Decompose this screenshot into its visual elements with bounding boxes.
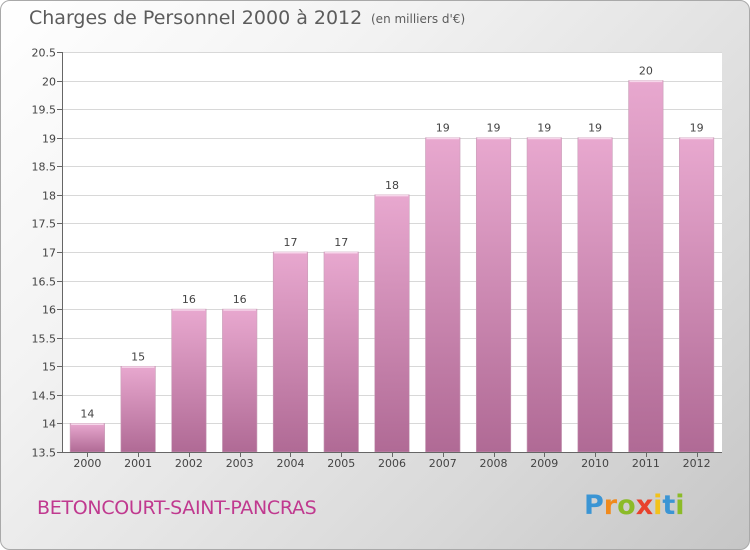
x-tick-label: 2005 <box>327 457 355 470</box>
x-tick-label: 2000 <box>73 457 101 470</box>
chart-title: Charges de Personnel 2000 à 2012 <box>29 7 363 29</box>
logo-letter: o <box>617 490 636 521</box>
x-tick-label: 2003 <box>226 457 254 470</box>
bar <box>120 365 156 453</box>
y-tick-label: 19 <box>42 133 56 146</box>
x-tick-label: 2011 <box>632 457 660 470</box>
bar-value-label: 17 <box>283 236 297 249</box>
bar <box>171 308 207 453</box>
bar-value-label: 19 <box>690 122 704 135</box>
logo-letter: i <box>675 490 685 521</box>
bar-value-label: 19 <box>588 122 602 135</box>
chart-subtitle: (en milliers d'€) <box>371 12 466 26</box>
x-tick-label: 2010 <box>581 457 609 470</box>
x-tick-label: 2001 <box>124 457 152 470</box>
x-tick-label: 2004 <box>276 457 304 470</box>
bar-value-label: 19 <box>436 122 450 135</box>
y-tick-label: 20 <box>42 76 56 89</box>
y-tick-label: 16 <box>42 304 56 317</box>
bar <box>425 137 461 453</box>
bar <box>69 423 105 453</box>
bars <box>69 80 715 453</box>
y-tick-label: 20.5 <box>32 47 57 60</box>
y-tick-label: 17 <box>42 247 56 260</box>
x-tick-label: 2008 <box>480 457 508 470</box>
bar-value-label: 18 <box>385 179 399 192</box>
bar-value-label: 19 <box>537 122 551 135</box>
tick-labels: 13.5 14 14.5 15 15.5 16 16.5 17 17.5 18 18.5 19 19.5… <box>32 47 711 471</box>
bar-value-label: 20 <box>639 65 653 78</box>
x-tick-label: 2009 <box>530 457 558 470</box>
bar <box>577 137 613 453</box>
y-tick-label: 14 <box>42 418 56 431</box>
logo-letter: t <box>662 490 676 521</box>
proxiti-logo: Proxiti <box>584 490 685 521</box>
bar <box>222 308 258 453</box>
y-tick-label: 13.5 <box>32 447 57 460</box>
bar <box>374 194 410 453</box>
y-tick-label: 18 <box>42 190 56 203</box>
axes <box>57 52 722 457</box>
logo-letter: P <box>584 490 604 521</box>
bar-value-label: 14 <box>80 407 94 420</box>
logo-letter: x <box>635 490 654 521</box>
bar <box>323 251 359 453</box>
commune-name: BETONCOURT-SAINT-PANCRAS <box>37 497 317 519</box>
bar <box>526 137 562 453</box>
y-tick-label: 15.5 <box>32 333 57 346</box>
x-tick-label: 2012 <box>683 457 711 470</box>
bar-value-label: 17 <box>334 236 348 249</box>
bar <box>628 80 664 453</box>
bar-value-label: 16 <box>182 293 196 306</box>
y-tick-label: 14.5 <box>32 390 57 403</box>
bar-value-label: 16 <box>233 293 247 306</box>
bar <box>272 251 309 453</box>
bar <box>475 137 512 453</box>
x-tick-label: 2007 <box>429 457 457 470</box>
logo-letter: i <box>653 490 663 521</box>
bar <box>679 137 715 453</box>
x-tick-label: 2006 <box>378 457 406 470</box>
y-tick-label: 17.5 <box>32 218 57 231</box>
x-tick-label: 2002 <box>175 457 203 470</box>
bar-value-label: 19 <box>487 122 501 135</box>
bar-value-label: 15 <box>131 350 145 363</box>
y-tick-label: 16.5 <box>32 276 57 289</box>
y-tick-label: 19.5 <box>32 104 57 117</box>
y-tick-label: 18.5 <box>32 161 57 174</box>
y-tick-label: 15 <box>42 361 56 374</box>
logo-letter: r <box>603 490 618 521</box>
